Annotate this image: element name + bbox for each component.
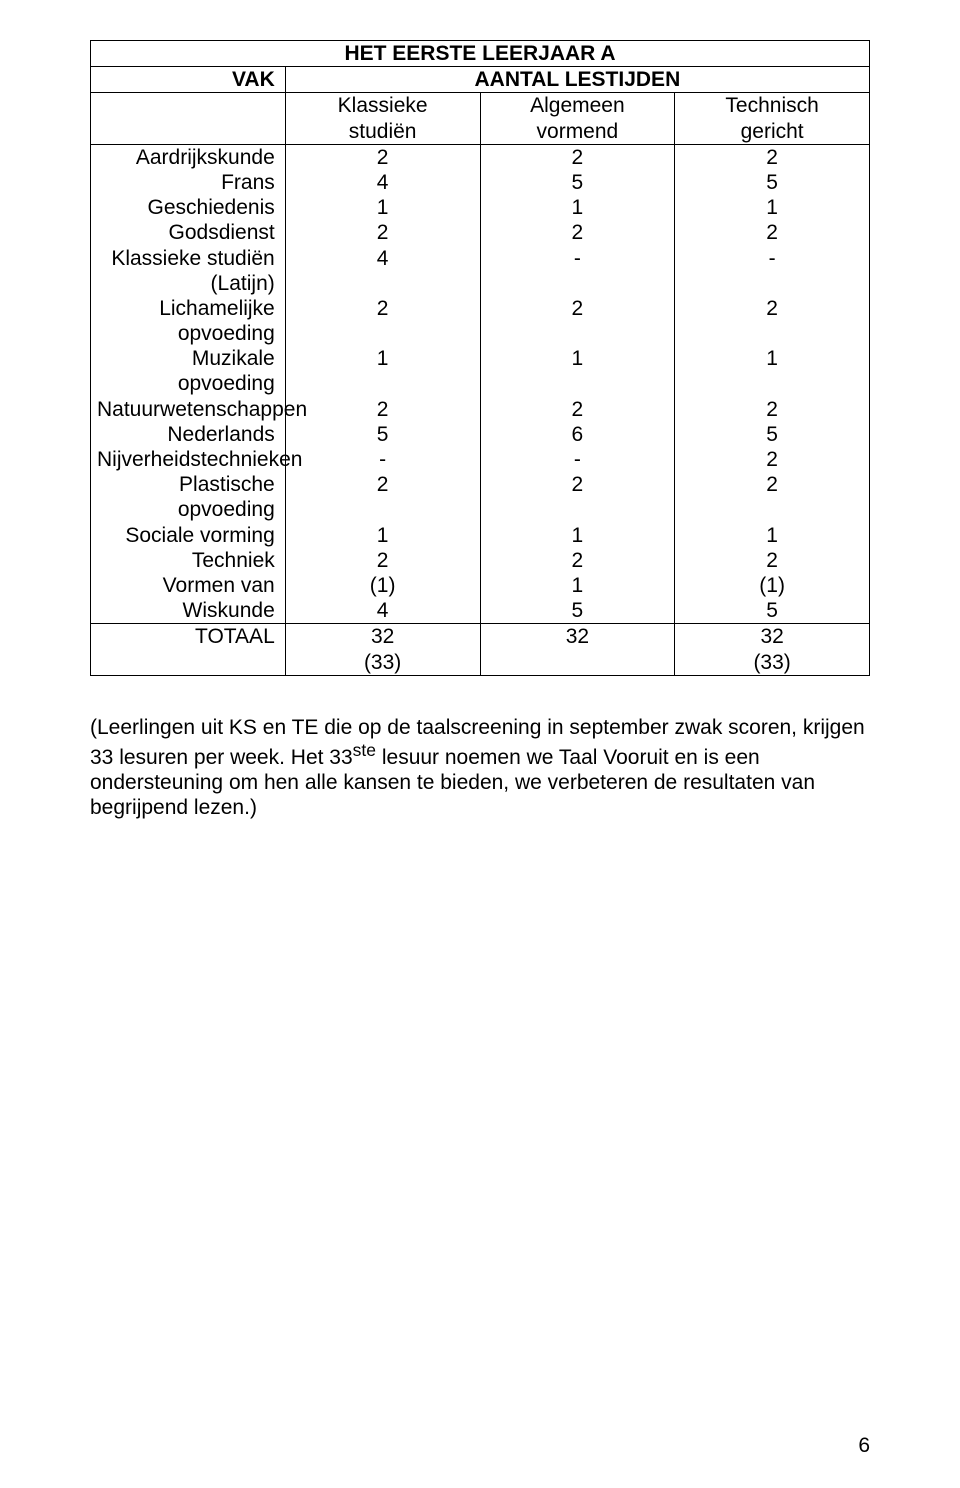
row-c3: 5 xyxy=(675,170,870,195)
row-label: Vormen van xyxy=(91,573,286,598)
row-label: Nijverheidstechnieken xyxy=(91,447,286,472)
row-label: Geschiedenis xyxy=(91,195,286,220)
header-aantal: AANTAL LESTIJDEN xyxy=(285,67,869,93)
row-label: Nederlands xyxy=(91,422,286,447)
row-label: Techniek xyxy=(91,548,286,573)
header-col3b: gericht xyxy=(675,119,870,145)
header-empty2 xyxy=(91,119,286,145)
row-c3: 2 xyxy=(675,296,870,346)
row-label: Wiskunde xyxy=(91,598,286,624)
header-col1b: studiën xyxy=(285,119,480,145)
table-title: HET EERSTE LEERJAAR A xyxy=(344,42,615,65)
row-c3: 2 xyxy=(675,447,870,472)
row-c2: 1 xyxy=(480,195,675,220)
row-c3: (1) xyxy=(675,573,870,598)
row-label: Frans xyxy=(91,170,286,195)
header-empty xyxy=(91,93,286,119)
row-c1: 1 xyxy=(285,195,480,220)
row-label: Aardrijkskunde xyxy=(91,144,286,170)
row-c3: 5 xyxy=(675,422,870,447)
row-c3: 1 xyxy=(675,523,870,548)
row-c1: 4 xyxy=(285,598,480,624)
row-label: Muzikale opvoeding xyxy=(91,346,286,396)
row-c2: 5 xyxy=(480,598,675,624)
row-c2: 5 xyxy=(480,170,675,195)
header-col1a: Klassieke xyxy=(285,93,480,119)
total-c3a: 32 xyxy=(675,624,870,650)
header-col2a: Algemeen xyxy=(480,93,675,119)
row-c2: 1 xyxy=(480,346,675,396)
total-c3b: (33) xyxy=(675,650,870,676)
row-c1: 1 xyxy=(285,523,480,548)
footnote-sup: ste xyxy=(353,740,376,760)
row-c1: 2 xyxy=(285,548,480,573)
row-label: Plastische opvoeding xyxy=(91,472,286,522)
row-label: Lichamelijke opvoeding xyxy=(91,296,286,346)
row-c3: 2 xyxy=(675,397,870,422)
row-c2: 2 xyxy=(480,296,675,346)
row-c3: - xyxy=(675,246,870,296)
row-c2: 2 xyxy=(480,220,675,245)
row-c3: 5 xyxy=(675,598,870,624)
row-label: Klassieke studiën (Latijn) xyxy=(91,246,286,296)
page-number: 6 xyxy=(858,1433,870,1458)
total-c1b: (33) xyxy=(285,650,480,676)
row-c3: 1 xyxy=(675,195,870,220)
row-c1: (1) xyxy=(285,573,480,598)
row-c3: 2 xyxy=(675,144,870,170)
row-c1: 2 xyxy=(285,472,480,522)
row-c2: 2 xyxy=(480,548,675,573)
row-c1: 4 xyxy=(285,170,480,195)
header-col2b: vormend xyxy=(480,119,675,145)
header-vak: VAK xyxy=(91,67,286,93)
curriculum-table: HET EERSTE LEERJAAR A VAK AANTAL LESTIJD… xyxy=(90,40,870,676)
row-c2: 6 xyxy=(480,422,675,447)
total-c2b xyxy=(480,650,675,676)
row-c3: 2 xyxy=(675,472,870,522)
total-label: TOTAAL xyxy=(91,624,286,650)
row-c2: 1 xyxy=(480,523,675,548)
row-c3: 2 xyxy=(675,548,870,573)
header-col3a: Technisch xyxy=(675,93,870,119)
row-c2: - xyxy=(480,246,675,296)
row-c2: 2 xyxy=(480,397,675,422)
row-c2: - xyxy=(480,447,675,472)
row-c3: 2 xyxy=(675,220,870,245)
total-c1a: 32 xyxy=(285,624,480,650)
row-c1: 2 xyxy=(285,144,480,170)
row-c1: - xyxy=(285,447,480,472)
total-label2 xyxy=(91,650,286,676)
footnote: (Leerlingen uit KS en TE die op de taals… xyxy=(90,716,870,821)
row-label: Sociale vorming xyxy=(91,523,286,548)
row-label: Godsdienst xyxy=(91,220,286,245)
total-c2a: 32 xyxy=(480,624,675,650)
row-c2: 2 xyxy=(480,144,675,170)
row-c1: 2 xyxy=(285,397,480,422)
row-c2: 2 xyxy=(480,472,675,522)
row-c1: 5 xyxy=(285,422,480,447)
row-c1: 4 xyxy=(285,246,480,296)
row-c1: 2 xyxy=(285,296,480,346)
row-c3: 1 xyxy=(675,346,870,396)
row-c1: 2 xyxy=(285,220,480,245)
row-c1: 1 xyxy=(285,346,480,396)
row-c2: 1 xyxy=(480,573,675,598)
row-label: Natuurwetenschappen xyxy=(91,397,286,422)
